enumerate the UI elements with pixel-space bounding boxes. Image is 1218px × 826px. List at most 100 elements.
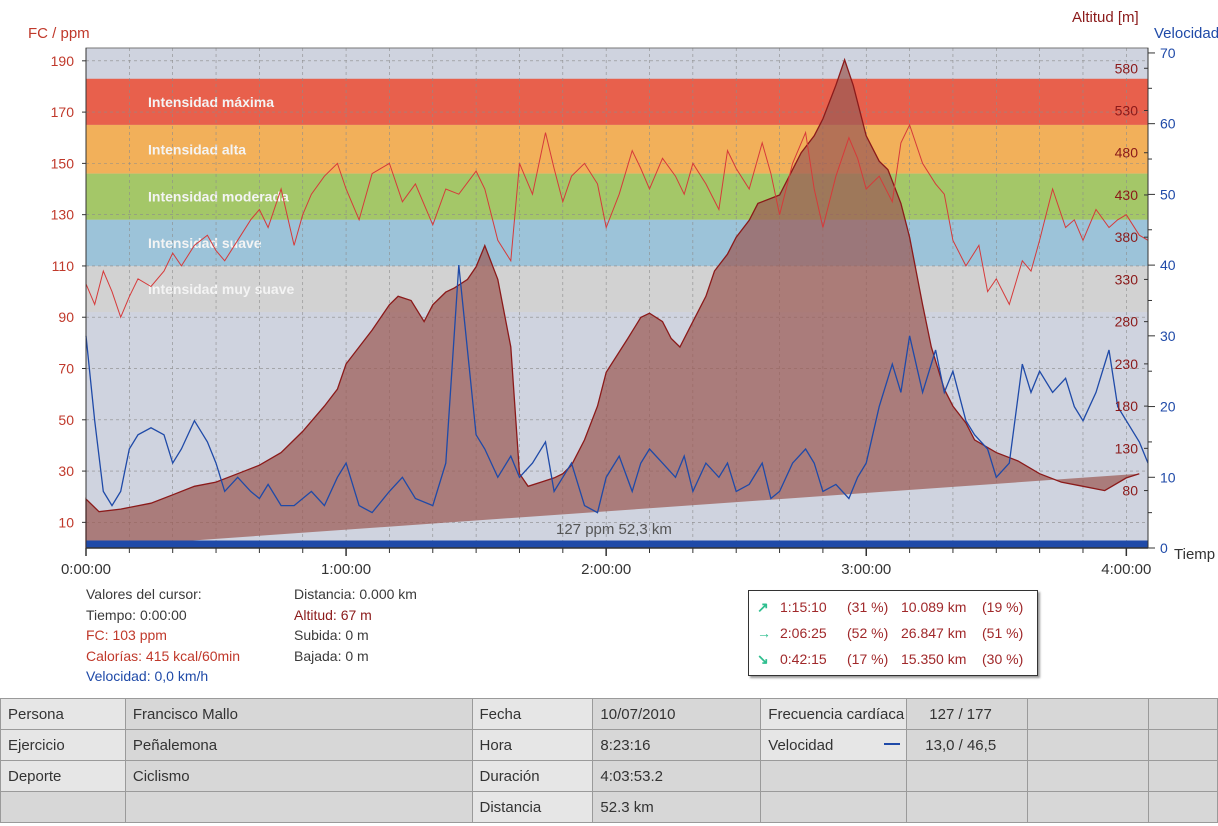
speed-tick-label: 0 [1160,540,1168,556]
altitude-axis-label: Altitud [m] [1072,9,1139,26]
hr-tick-label: 10 [58,514,74,530]
hr-tick-label: 150 [51,155,75,171]
speed-axis-label: Velocidad [1154,25,1218,42]
zone-band [86,124,1148,174]
empty-cell [906,791,1029,823]
cursor-time: Tiempo: 0:00:00 [86,606,187,623]
empty-cell [1148,760,1218,792]
cursor-altitude: Altitud: 67 m [294,606,372,623]
altitude-tick-label: 130 [1115,440,1139,456]
empty-cell [1027,791,1150,823]
arrow-up-right-icon: ↗ [757,599,769,615]
table-row: Ejercicio Peñalemona Hora 8:23:16 Veloci… [0,729,1218,761]
summary-distance-pct: (19 %) [982,599,1024,615]
hr-tick-label: 110 [52,258,75,274]
x-axis-label: Tiemp [1174,546,1215,563]
cursor-hr: FC: 103 ppm [86,627,167,643]
speed-tick-label: 10 [1160,469,1176,485]
altitude-tick-label: 280 [1115,314,1139,330]
cursor-climb: Subida: 0 m [294,627,369,643]
time-tick-label: 0:00:00 [61,561,111,578]
summary-distance: 26.847 km [901,625,967,641]
empty-cell [1027,729,1150,761]
summary-distance: 10.089 km [901,599,967,615]
duration-label: Duración [471,760,594,792]
empty-cell [760,791,908,823]
marker-label: 127 ppm 52,3 km [556,521,672,538]
empty-cell [124,791,473,823]
left-axis-label: FC / ppm [28,25,90,42]
speed-label-cell: Velocidad [760,729,908,761]
intensity-zones: Intensidad máxima Intensidad alta Intensid… [86,78,1148,313]
speed-tick-label: 60 [1160,116,1176,132]
hr-tick-label: 130 [51,207,75,223]
cursor-speed: Velocidad: 0,0 km/h [86,668,209,684]
cursor-descent: Bajada: 0 m [294,647,369,664]
empty-cell [1027,760,1150,792]
empty-cell [1148,791,1218,823]
time-tick-label: 1:00:00 [321,561,371,578]
date-label: Fecha [471,698,594,730]
summary-time-pct: (17 %) [847,651,889,667]
sport-value: Ciclismo [124,760,473,792]
chart: Intensidad máxima Intensidad alta Intensid… [28,9,1218,578]
speed-label: Velocidad [768,736,834,754]
altitude-area [85,57,1140,548]
summary-distance-pct: (30 %) [982,651,1024,667]
table-row: Distancia 52.3 km [0,791,1218,823]
empty-cell [0,791,126,823]
zone-band [86,173,1148,220]
hr-label: Frecuencia cardíaca [760,698,908,730]
time-tick-label: 4:00:00 [1101,561,1151,578]
series-group [85,57,1149,548]
altitude-tick-label: 330 [1115,271,1139,287]
time-value: 8:23:16 [592,729,762,761]
speed-tick-label: 70 [1160,45,1176,61]
altitude-tick-label: 530 [1115,103,1139,119]
hr-tick-label: 170 [51,104,75,120]
cursor-distance: Distancia: 0.000 km [294,586,417,602]
zone-label: Intensidad moderada [148,189,289,205]
arrow-right-icon: → [757,625,771,641]
speed-line [85,265,1149,514]
table-row: Deporte Ciclismo Duración 4:03:53.2 [0,760,1218,792]
altitude-tick-label: 380 [1115,229,1139,245]
summary-distance-pct: (51 %) [982,625,1024,641]
exercise-value: Peñalemona [124,729,473,761]
speed-legend-line-icon [884,743,901,745]
summary-time: 2:06:25 [780,625,827,641]
summary-time: 1:15:10 [780,599,827,615]
time-label: Hora [471,729,594,761]
summary-time-pct: (52 %) [847,625,889,641]
speed-tick-label: 50 [1160,186,1176,202]
time-tick-label: 2:00:00 [581,561,631,578]
heart-rate-line [85,123,1149,319]
summary-distance: 15.350 km [901,651,967,667]
hr-tick-label: 30 [58,463,74,479]
cursor-values-left: Valores del cursor: Tiempo: 0:00:00 FC: … [86,584,240,687]
hr-tick-label: 50 [58,412,74,428]
empty-cell [1148,729,1218,761]
hr-tick-label: 70 [58,361,74,377]
duration-value: 4:03:53.2 [592,760,762,792]
hr-tick-label: 90 [58,309,74,325]
altitude-tick-label: 430 [1115,187,1139,203]
table-row: Persona Francisco Mallo Fecha 10/07/2010… [0,698,1218,730]
altitude-tick-label: 580 [1115,60,1139,76]
empty-cell [1148,698,1218,730]
empty-cell [1027,698,1150,730]
zone-band [86,78,1148,125]
time-tick-label: 3:00:00 [841,561,891,578]
zone-band [86,265,1148,313]
person-label: Persona [0,698,126,730]
hr-value: 127 / 177 [906,698,1029,730]
distance-value: 52.3 km [592,791,762,823]
cursor-title: Valores del cursor: [86,586,202,602]
person-value: Francisco Mallo [124,698,473,730]
cursor-values-right: Distancia: 0.000 km Altitud: 67 m Subida… [294,584,417,666]
altitude-tick-label: 230 [1115,356,1139,372]
speed-tick-label: 20 [1160,399,1176,415]
arrow-down-right-icon: ↘ [757,651,769,667]
empty-cell [906,760,1029,792]
zone-label: Intensidad alta [148,141,246,157]
